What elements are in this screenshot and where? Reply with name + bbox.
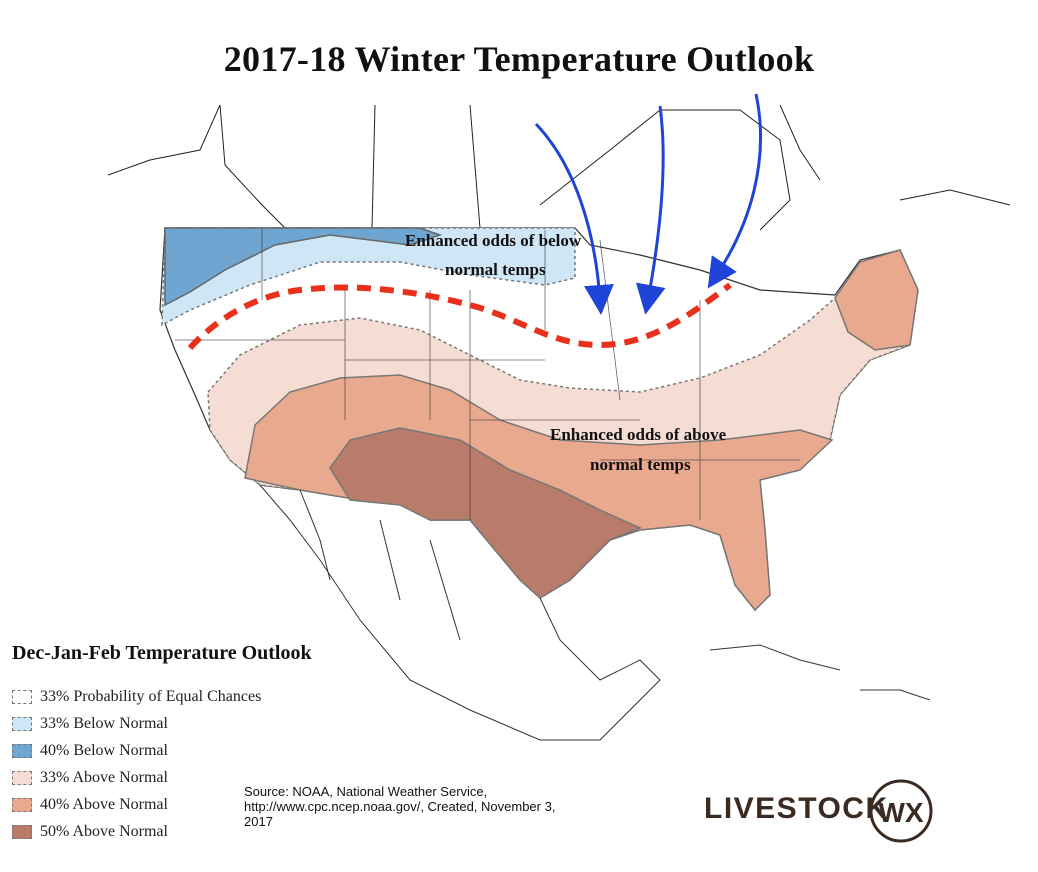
legend-label: 40% Above Normal xyxy=(40,795,168,813)
zone-above-50 xyxy=(329,427,642,599)
legend-label: 33% Above Normal xyxy=(40,768,168,786)
mexico-outline xyxy=(259,484,661,741)
legend: Dec-Jan-Feb Temperature Outlook 33% Prob… xyxy=(12,642,332,845)
legend-swatch xyxy=(12,743,32,758)
zone-above-40-northeast xyxy=(834,249,919,351)
annotation-below-line-2: normal temps xyxy=(445,260,546,279)
source-citation: Source: NOAA, National Weather Service, … xyxy=(244,784,604,829)
cold-air-arrow-2 xyxy=(635,105,666,315)
annotation-below-line-1: Enhanced odds of below xyxy=(405,231,582,250)
logo-mark-icon: WX xyxy=(869,779,933,843)
canada-outline xyxy=(107,104,1011,231)
cold-air-arrow-3 xyxy=(707,93,762,289)
annotation-above-line-2: normal temps xyxy=(590,455,691,474)
legend-item-above-33: 33% Above Normal xyxy=(12,764,332,791)
source-line-1: Source: NOAA, National Weather Service, xyxy=(244,784,488,799)
legend-label: 33% Below Normal xyxy=(40,714,168,732)
legend-label: 33% Probability of Equal Chances xyxy=(40,687,262,705)
logo-mark-text: WX xyxy=(878,797,923,828)
state-lines xyxy=(175,228,800,520)
legend-swatch xyxy=(12,797,32,812)
logo-text: LIVESTOCK xyxy=(704,792,889,825)
legend-item-above-50: 50% Above Normal xyxy=(12,818,332,845)
source-line-3: 2017 xyxy=(244,814,273,829)
legend-item-below-33: 33% Below Normal xyxy=(12,710,332,737)
legend-title: Dec-Jan-Feb Temperature Outlook xyxy=(12,642,312,664)
legend-item-below-40: 40% Below Normal xyxy=(12,737,332,764)
legend-item-equal-chances: 33% Probability of Equal Chances xyxy=(12,683,332,710)
legend-swatch xyxy=(12,770,32,785)
legend-swatch xyxy=(12,689,32,704)
map-title: 2017-18 Winter Temperature Outlook xyxy=(223,39,815,79)
source-line-2: http://www.cpc.ncep.noaa.gov/, Created, … xyxy=(244,799,556,814)
legend-swatch xyxy=(12,824,32,839)
legend-label: 50% Above Normal xyxy=(40,822,168,840)
zone-below-40 xyxy=(164,227,443,307)
cold-air-arrow-1 xyxy=(534,122,614,315)
legend-swatch xyxy=(12,716,32,731)
legend-item-above-40: 40% Above Normal xyxy=(12,791,332,818)
zone-below-33 xyxy=(161,227,576,327)
caribbean-outline xyxy=(709,644,931,701)
livestock-wx-logo: LIVESTOCK WX xyxy=(700,776,940,846)
annotation-above-line-1: Enhanced odds of above xyxy=(550,425,727,444)
legend-label: 40% Below Normal xyxy=(40,741,168,759)
